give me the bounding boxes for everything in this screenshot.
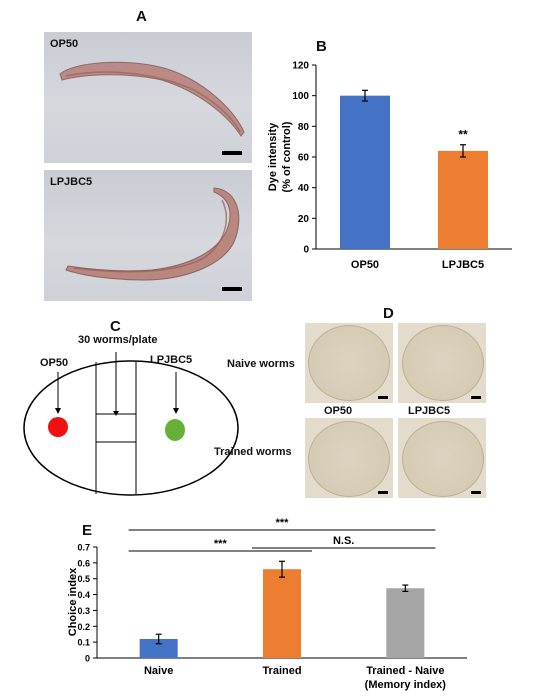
worms-per-plate-caption: 30 worms/plate <box>78 334 158 346</box>
micrograph-op50: OP50 <box>44 32 252 163</box>
scale-bar <box>222 151 242 155</box>
label-lpjbc5: LPJBC5 <box>50 176 93 188</box>
diagram-label-lpjbc5: LPJBC5 <box>150 354 193 366</box>
scale-bar <box>378 491 388 494</box>
diagram-label-op50: OP50 <box>40 357 69 369</box>
scale-bar <box>471 396 481 399</box>
right-arrowhead <box>173 408 179 414</box>
plate-outline <box>23 360 239 496</box>
scale-bar <box>378 396 388 399</box>
left-arrowhead <box>55 408 61 414</box>
panel-b-letter: B <box>316 38 327 55</box>
op50-spot <box>48 417 68 437</box>
plate-photo-trained-lpjbc5 <box>398 418 486 498</box>
micrograph-lpjbc5: LPJBC5 <box>44 170 252 301</box>
panel-c-letter: C <box>110 318 121 335</box>
row-label-trained: Trained worms <box>214 446 292 458</box>
label-op50: OP50 <box>50 38 79 50</box>
caption-arrowhead <box>113 411 119 416</box>
col-label-op50: OP50 <box>324 405 353 417</box>
panel-d-letter: D <box>383 305 394 322</box>
panel-a-letter: A <box>136 8 147 25</box>
plate-photo-trained-op50 <box>305 418 393 498</box>
lpjbc5-spot <box>165 419 185 441</box>
scale-bar <box>471 491 481 494</box>
col-label-lpjbc5: LPJBC5 <box>408 405 451 417</box>
scale-bar <box>222 287 242 291</box>
worm-lpjbc5-image <box>65 187 240 281</box>
row-label-naive: Naive worms <box>227 358 295 370</box>
worm-op50-image <box>59 61 245 137</box>
panel-e-letter: E <box>82 522 93 539</box>
plate-photo-naive-op50 <box>305 323 393 403</box>
plate-photo-naive-lpjbc5 <box>398 323 486 403</box>
